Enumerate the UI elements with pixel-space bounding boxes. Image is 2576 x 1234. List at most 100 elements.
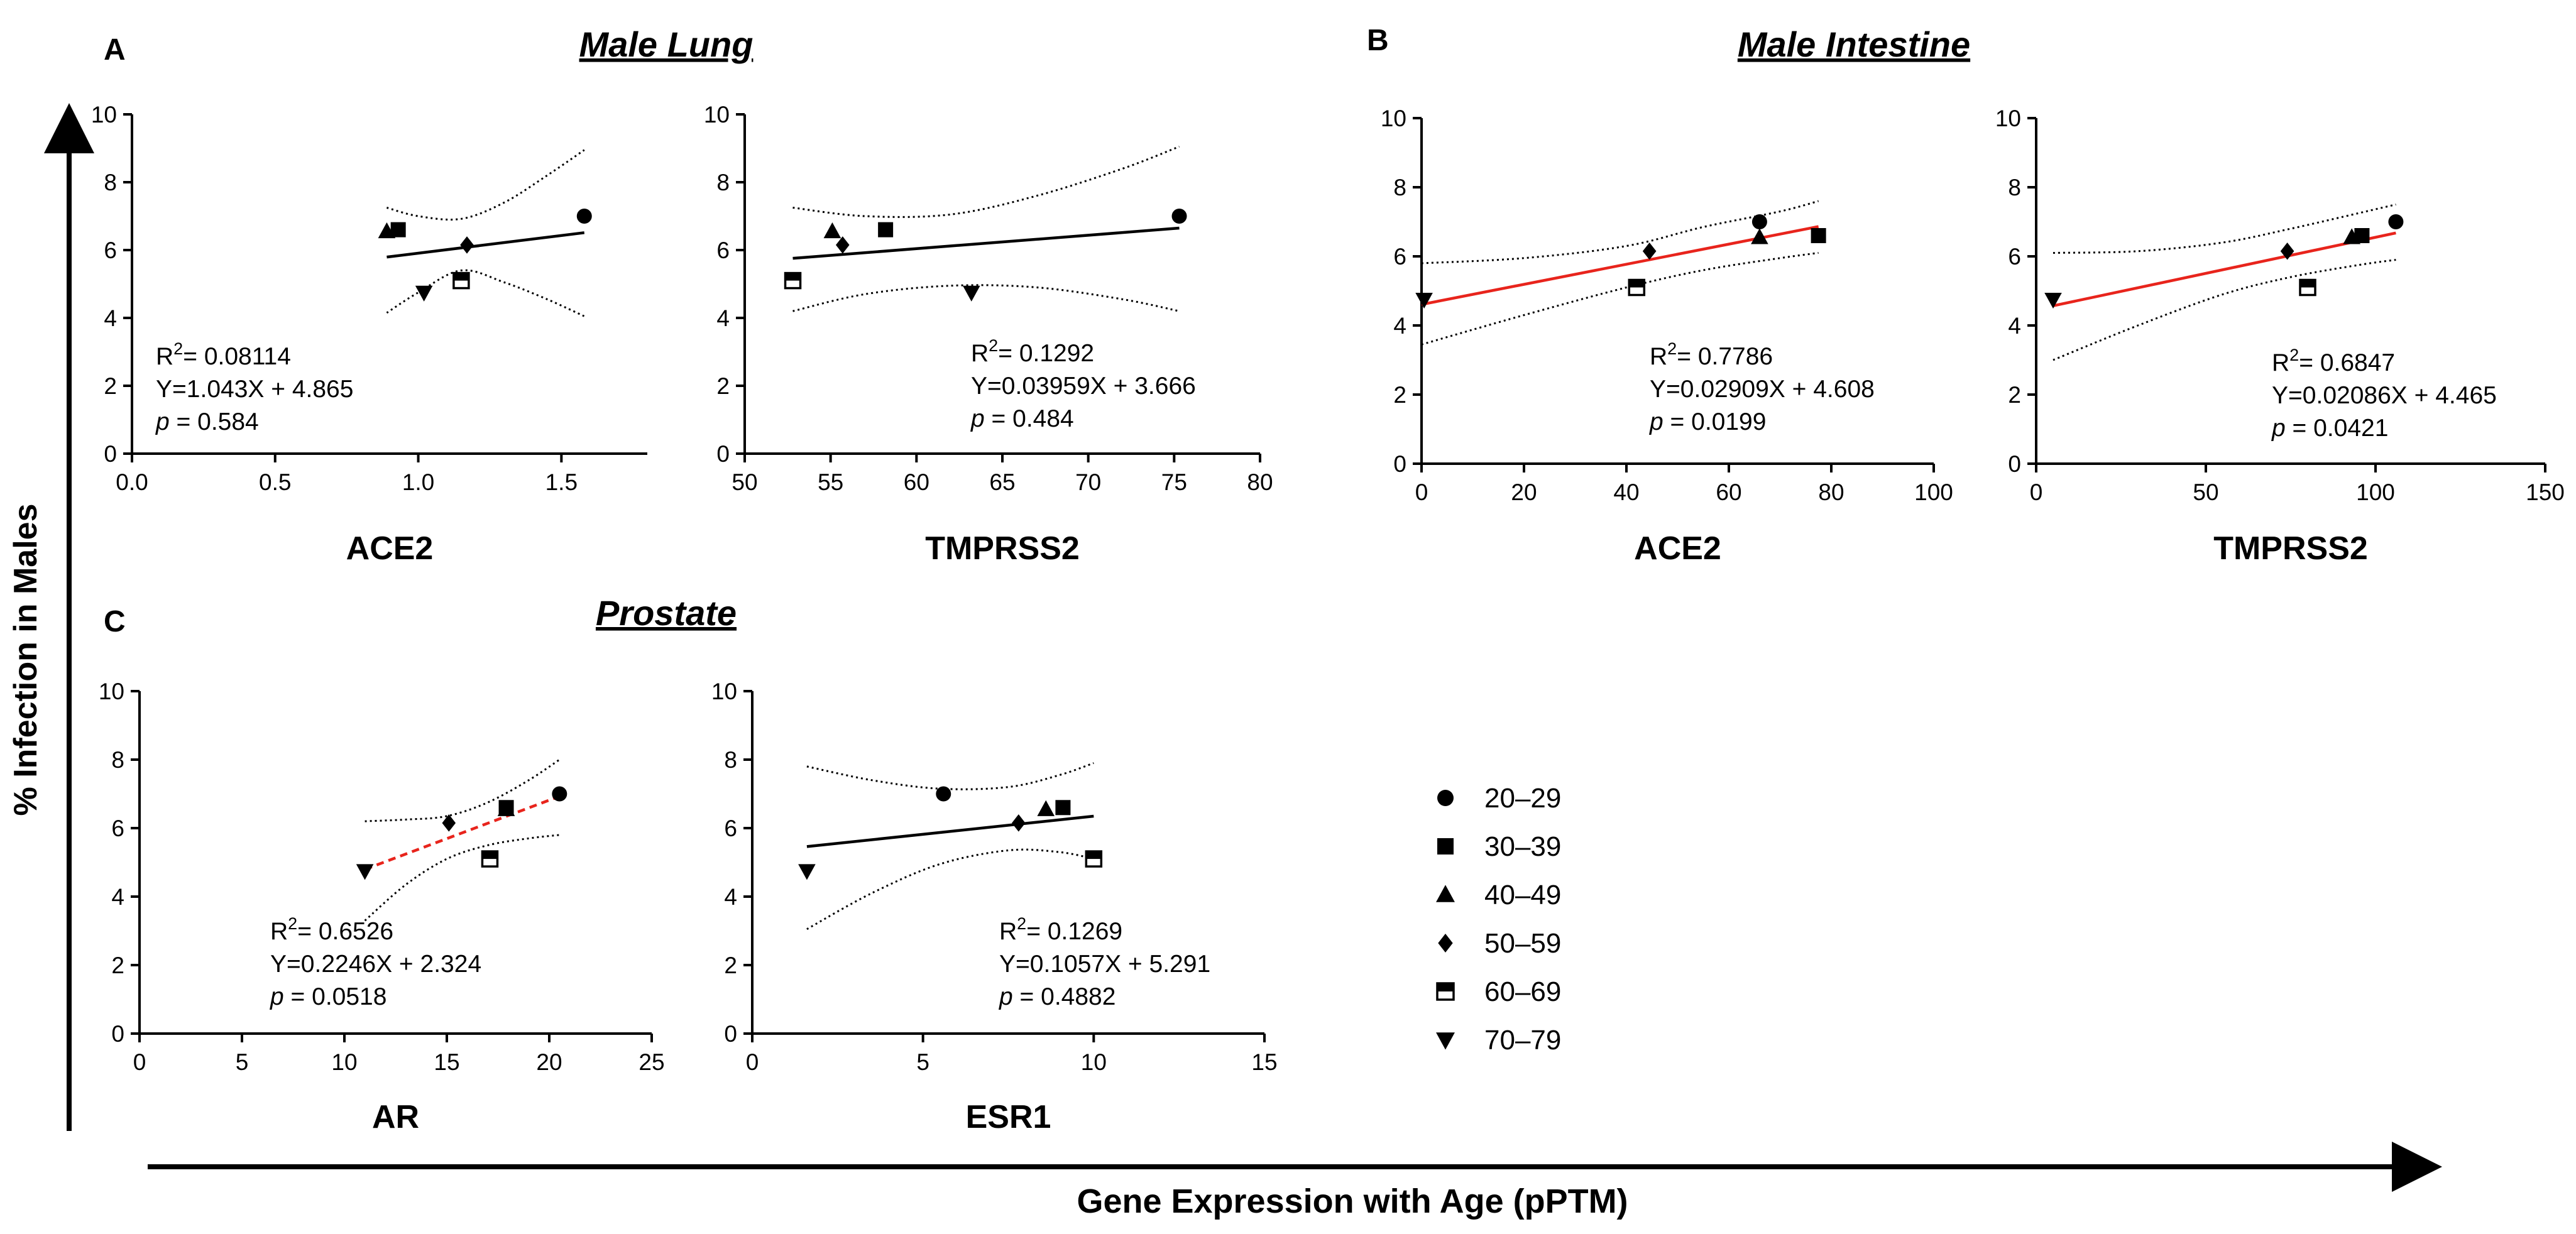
section-title-prostate: Prostate xyxy=(596,593,737,633)
data-point-20-29 xyxy=(936,786,951,802)
regression-line xyxy=(364,795,561,871)
p-value-text: p = 0.0199 xyxy=(1649,408,1766,435)
data-point-50-59 xyxy=(1012,814,1026,832)
x-tick-label: 40 xyxy=(1613,479,1639,505)
ci-upper-band xyxy=(792,145,1180,218)
p-value-text: p = 0.484 xyxy=(970,405,1074,432)
panel-letter-a: A xyxy=(104,33,126,67)
x-tick-label: 55 xyxy=(818,469,843,495)
x-tick-label: 15 xyxy=(1251,1049,1277,1075)
legend-marker-triangle-up xyxy=(1436,885,1455,902)
x-tick-label: 65 xyxy=(989,469,1015,495)
y-tick-label: 6 xyxy=(716,238,730,263)
x-tick-label: 0 xyxy=(746,1049,759,1075)
data-point-20-29 xyxy=(576,209,592,224)
y-tick-label: 10 xyxy=(1381,106,1406,131)
r-squared-text: R2= 0.6526 xyxy=(270,914,393,945)
r-squared-value: = 0.7786 xyxy=(1677,343,1773,370)
data-point-60-69 xyxy=(784,271,802,290)
data-point-40-49 xyxy=(378,222,396,239)
x-tick-label: 5 xyxy=(236,1049,249,1075)
r-squared-text: R2= 0.1292 xyxy=(971,336,1094,367)
data-point-60-69 xyxy=(1628,278,1646,297)
data-point-50-59 xyxy=(1642,242,1657,260)
r-squared-value: = 0.6526 xyxy=(297,918,393,945)
legend: 20–29 30–39 40–49 50–59 60–69 70–79 xyxy=(1436,783,1561,1056)
data-point-30-39 xyxy=(1055,800,1071,816)
data-point-20-29 xyxy=(552,786,567,802)
y-tick-label: 0 xyxy=(2008,451,2021,477)
r-squared-value: = 0.6847 xyxy=(2299,349,2395,376)
ci-lower-band xyxy=(806,848,1094,931)
r-squared-text: R2= 0.6847 xyxy=(2272,346,2395,376)
global-y-label: % Infection in Males xyxy=(8,504,44,816)
regression-line xyxy=(2053,231,2396,307)
r-squared-label: R xyxy=(971,340,989,367)
data-point-60-69 xyxy=(452,271,470,290)
ci-upper-band xyxy=(2053,204,2396,254)
r-squared-label: R xyxy=(270,918,288,945)
panel-letter-c: C xyxy=(104,605,126,638)
data-point-60-69 xyxy=(481,850,499,868)
p-label: p xyxy=(970,405,985,432)
x-tick-label: 70 xyxy=(1075,469,1101,495)
x-tick-label: 1.0 xyxy=(402,469,434,495)
legend-label: 30–39 xyxy=(1484,831,1561,862)
data-point-20-29 xyxy=(1171,209,1187,224)
y-tick-label: 6 xyxy=(2008,244,2021,270)
x-tick-label: 80 xyxy=(1818,479,1844,505)
legend-marker-triangle-down xyxy=(1436,1032,1455,1050)
legend-label: 40–49 xyxy=(1484,880,1561,910)
y-tick-label: 8 xyxy=(716,170,730,195)
y-tick-label: 4 xyxy=(2008,313,2021,339)
data-point-40-49 xyxy=(1037,800,1055,816)
data-point-70-79 xyxy=(963,285,980,302)
r-squared-superscript: 2 xyxy=(173,339,183,358)
equation-text: Y=0.02909X + 4.608 xyxy=(1650,376,1875,403)
data-point-40-49 xyxy=(1751,228,1768,244)
y-tick-label: 2 xyxy=(724,953,737,978)
r-squared-text: R2= 0.1269 xyxy=(999,914,1122,945)
r-squared-superscript: 2 xyxy=(1667,339,1677,358)
x-axis-label: AR xyxy=(372,1099,419,1135)
p-value: = 0.4882 xyxy=(1013,983,1116,1010)
legend-label: 60–69 xyxy=(1484,976,1561,1007)
r-squared-superscript: 2 xyxy=(2289,346,2299,364)
data-point-70-79 xyxy=(798,864,816,880)
x-tick-label: 20 xyxy=(536,1049,562,1075)
y-tick-label: 6 xyxy=(724,816,737,841)
x-tick-label: 100 xyxy=(2356,479,2395,505)
y-tick-label: 6 xyxy=(111,816,124,841)
y-tick-label: 8 xyxy=(724,747,737,773)
y-tick-label: 0 xyxy=(716,441,730,467)
y-tick-label: 6 xyxy=(1393,244,1406,270)
x-axis-label: ACE2 xyxy=(346,530,434,567)
panel-letter-b: B xyxy=(1367,24,1389,57)
p-value: = 0.484 xyxy=(985,405,1074,432)
y-tick-label: 2 xyxy=(1393,382,1406,408)
data-point-60-69 xyxy=(1085,850,1103,868)
p-value-text: p = 0.4882 xyxy=(999,983,1115,1010)
p-value-text: p = 0.584 xyxy=(155,408,259,435)
y-tick-label: 4 xyxy=(104,305,117,331)
y-tick-label: 8 xyxy=(104,170,117,195)
y-tick-label: 10 xyxy=(91,102,117,128)
legend-marker-diamond xyxy=(1438,934,1453,953)
legend-item: 50–59 xyxy=(1438,928,1561,959)
p-value: = 0.0421 xyxy=(2286,415,2389,442)
y-tick-label: 2 xyxy=(2008,382,2021,408)
data-point-40-49 xyxy=(2343,228,2360,244)
r-squared-label: R xyxy=(999,918,1017,945)
p-value: = 0.0518 xyxy=(284,983,387,1010)
y-tick-label: 10 xyxy=(704,102,730,128)
r-squared-superscript: 2 xyxy=(1017,914,1026,933)
section-title-male-intestine: Male Intestine xyxy=(1738,25,1970,64)
regression-line xyxy=(1421,225,1819,306)
section-title-male-lung: Male Lung xyxy=(579,25,754,64)
